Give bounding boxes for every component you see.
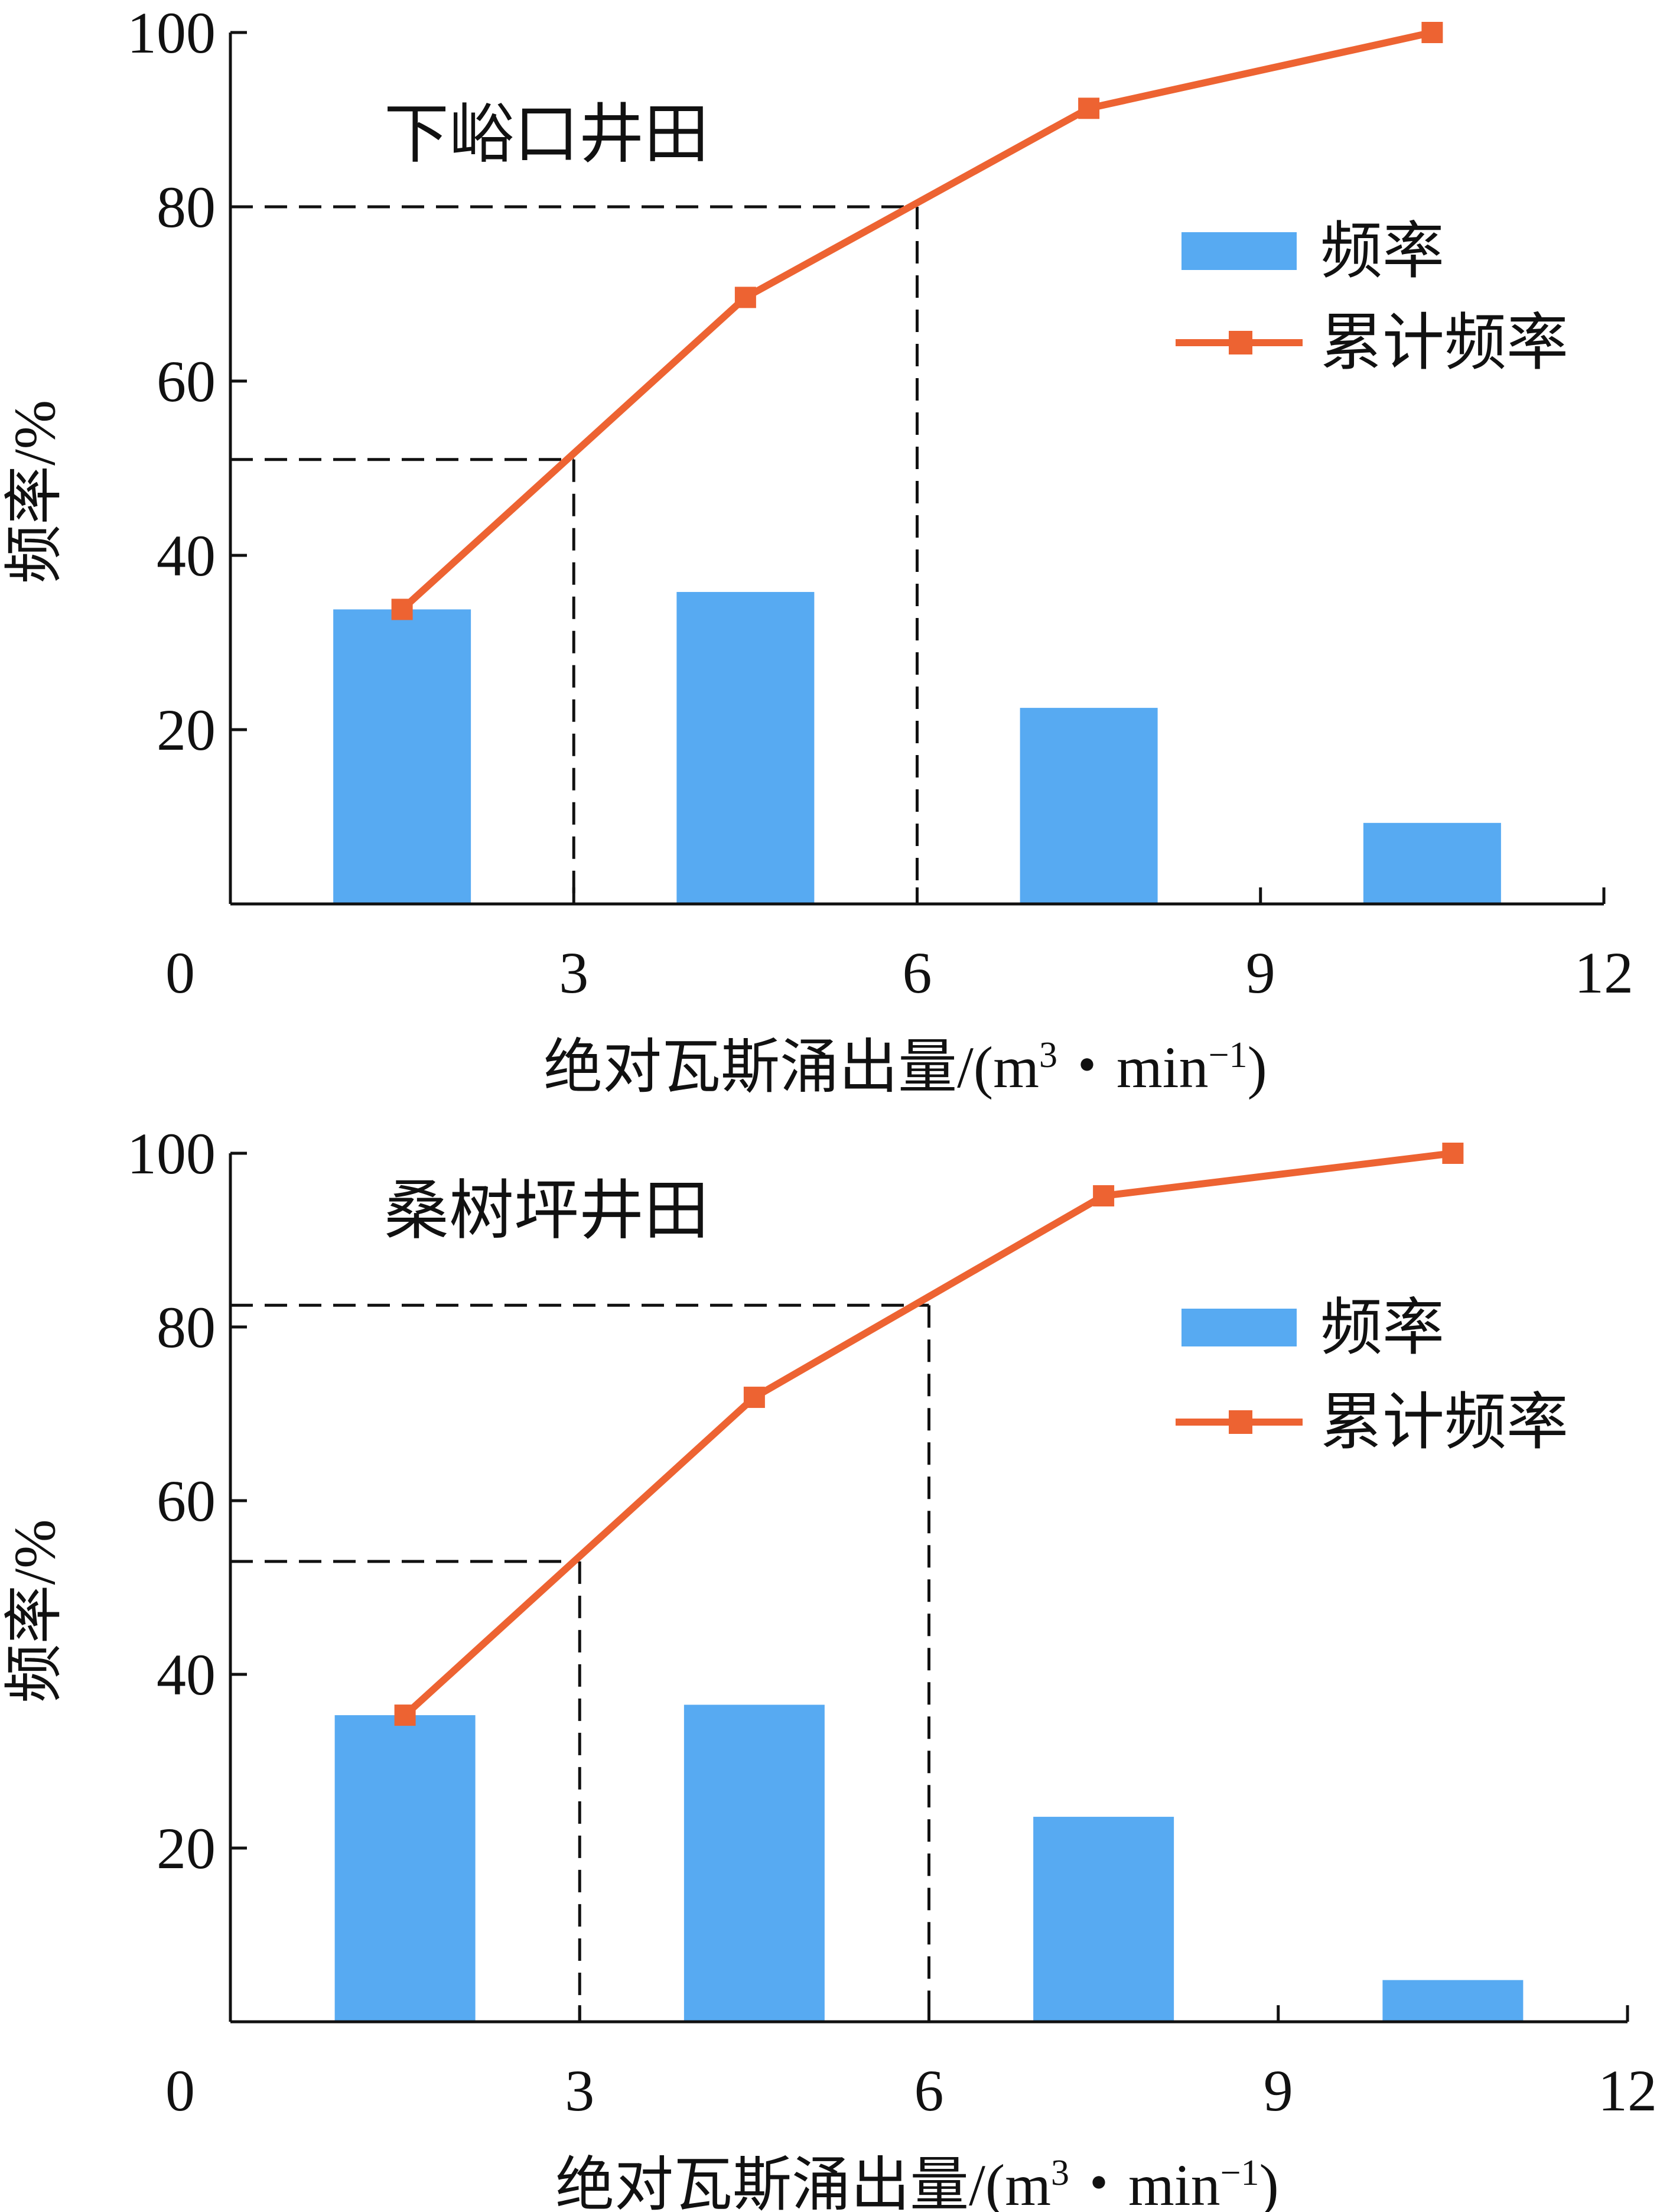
x-tick-label-9: 9	[1246, 940, 1275, 1006]
cumulative-point-2	[734, 287, 756, 308]
cumulative-point-4	[1421, 22, 1443, 43]
cumulative-point-3	[1093, 1185, 1115, 1207]
legend-swatch-cumulative-marker	[1229, 331, 1252, 354]
legend-swatch-frequency	[1181, 232, 1297, 270]
x-axis-label-sup2: −1	[1220, 2153, 1259, 2193]
cumulative-point-1	[391, 598, 413, 620]
bar-0-3	[333, 609, 471, 904]
cumulative-point-4	[1442, 1143, 1464, 1164]
x-axis-label-mid: ・min	[1057, 1035, 1209, 1100]
legend-label-cumulative: 累计频率	[1320, 308, 1568, 378]
y-tick-label-80: 80	[157, 174, 216, 240]
x-axis-label-end: )	[1248, 1035, 1267, 1100]
x-tick-label-6: 6	[903, 940, 932, 1006]
x-axis-label-sup1: 3	[1039, 1035, 1057, 1075]
origin-label: 0	[165, 2058, 195, 2123]
cumulative-point-1	[394, 1704, 416, 1726]
bar-9-12	[1363, 822, 1501, 904]
origin-label: 0	[165, 940, 195, 1006]
cumulative-line	[399, 29, 1433, 612]
chart-title: 桑树坪井田	[384, 1175, 709, 1247]
x-tick-label-12: 12	[1598, 2058, 1657, 2123]
x-axis-label-mid: ・min	[1069, 2152, 1220, 2212]
chart-title: 下峪口井田	[384, 99, 709, 171]
y-tick-label-60: 60	[157, 1468, 216, 1534]
y-tick-label-40: 40	[157, 1642, 216, 1707]
legend-label-frequency: 频率	[1320, 1293, 1444, 1362]
bar-3-6	[676, 591, 815, 904]
x-axis-label-sup2: −1	[1209, 1035, 1248, 1075]
bar-0-3	[334, 1715, 476, 2022]
x-tick-label-12: 12	[1574, 940, 1633, 1006]
x-tick-label-9: 9	[1264, 2058, 1293, 2123]
y-tick-label-20: 20	[157, 697, 216, 763]
y-axis-label: 频率/%	[2, 1519, 67, 1703]
y-tick-label-60: 60	[157, 349, 216, 414]
y-tick-label-20: 20	[157, 1816, 216, 1881]
y-axis-label: 频率/%	[2, 400, 67, 584]
legend-label-frequency: 频率	[1320, 217, 1444, 286]
bar-3-6	[683, 1704, 825, 2022]
y-tick-label-80: 80	[157, 1294, 216, 1360]
bar-9-12	[1382, 1980, 1524, 2022]
y-tick-label-100: 100	[127, 0, 216, 66]
x-tick-label-3: 3	[559, 940, 588, 1006]
x-axis-label-end: )	[1259, 2152, 1279, 2212]
cumulative-line	[402, 1150, 1454, 1718]
x-axis-label-main: 绝对瓦斯涌出量/(m	[555, 2152, 1051, 2212]
cumulative-point-3	[1078, 97, 1100, 119]
y-tick-label-40: 40	[157, 523, 216, 588]
x-axis-label: 绝对瓦斯涌出量/(m3・min−1)	[543, 1035, 1267, 1100]
bar-6-9	[1020, 708, 1158, 904]
cumulative-point-2	[743, 1387, 765, 1408]
x-tick-label-3: 3	[565, 2058, 594, 2123]
x-tick-label-6: 6	[914, 2058, 944, 2123]
x-axis-label-main: 绝对瓦斯涌出量/(m	[543, 1035, 1039, 1100]
y-tick-label-100: 100	[127, 1121, 216, 1186]
legend-swatch-cumulative-marker	[1229, 1410, 1252, 1434]
legend-swatch-frequency	[1181, 1309, 1297, 1346]
legend-label-cumulative: 累计频率	[1320, 1388, 1568, 1457]
x-axis-label-sup1: 3	[1051, 2153, 1069, 2193]
x-axis-label: 绝对瓦斯涌出量/(m3・min−1)	[555, 2152, 1279, 2212]
bar-6-9	[1033, 1817, 1174, 2022]
